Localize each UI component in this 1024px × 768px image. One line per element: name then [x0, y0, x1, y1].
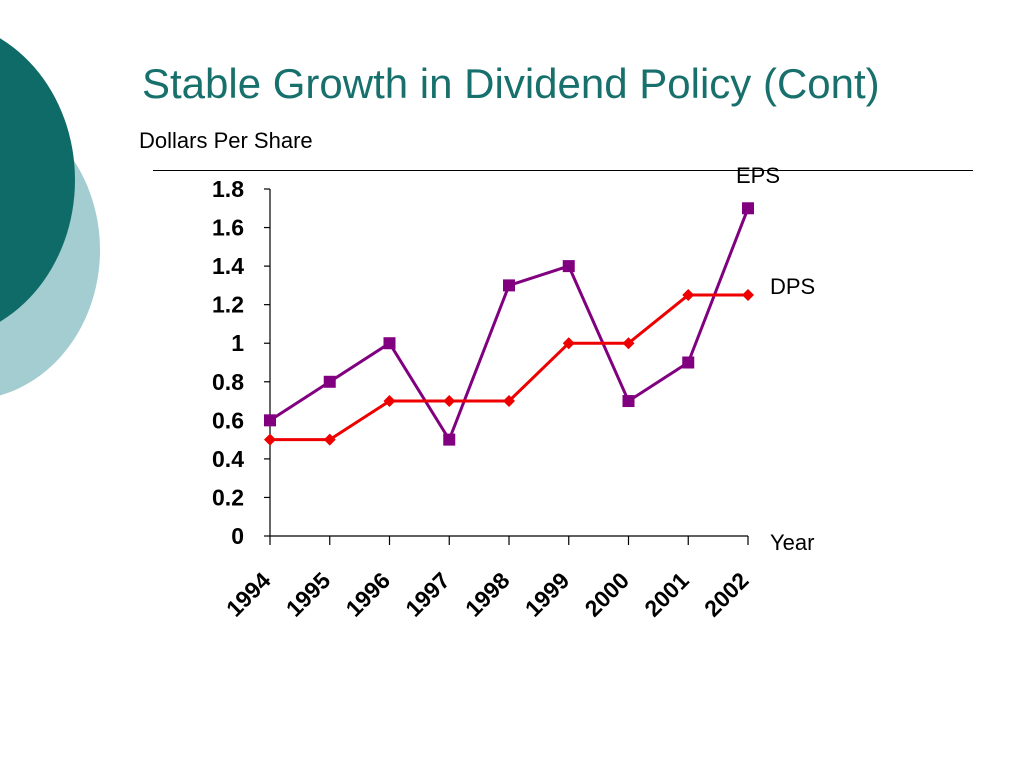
divider-line: [153, 170, 973, 171]
point-dps-1997: [443, 395, 456, 408]
x-tick-label-1997: 1997: [400, 567, 455, 622]
series-label-eps: EPS: [736, 163, 780, 188]
x-tick-label-1999: 1999: [520, 567, 575, 622]
y-tick-label-0: 0: [231, 523, 244, 549]
point-eps-1995: [323, 375, 336, 388]
point-eps-2000: [622, 395, 635, 408]
x-tick-label-2000: 2000: [579, 567, 634, 622]
point-eps-1997: [443, 433, 456, 446]
point-eps-1994: [264, 414, 276, 427]
point-dps-1996: [383, 395, 396, 408]
chart-axes: [264, 188, 749, 545]
y-tick-label-9: 1.8: [212, 176, 244, 202]
series-label-dps: DPS: [770, 274, 815, 299]
x-tick-label-1998: 1998: [460, 567, 515, 622]
y-tick-label-6: 1.2: [212, 292, 244, 318]
y-tick-label-8: 1.6: [212, 215, 244, 241]
point-eps-2001: [682, 356, 695, 369]
series-line-dps: [270, 293, 748, 442]
y-tick-label-4: 0.8: [212, 369, 244, 395]
point-dps-2000: [622, 337, 635, 350]
x-tick-label-2002: 2002: [699, 567, 754, 622]
point-dps-1995: [323, 433, 336, 446]
point-dps-1998: [503, 395, 515, 408]
point-eps-2002: [742, 202, 754, 215]
x-tick-label-1994: 1994: [221, 567, 276, 622]
point-dps-2002: [742, 289, 754, 302]
chart-subtitle: Dollars Per Share: [139, 128, 313, 153]
y-tick-label-3: 0.6: [212, 407, 244, 433]
x-tick-label-1996: 1996: [340, 567, 395, 622]
point-dps-2001: [682, 289, 695, 302]
point-eps-1999: [562, 260, 575, 273]
point-eps-1996: [383, 337, 396, 350]
chart-series: [264, 202, 754, 446]
y-tick-label-5: 1: [231, 330, 244, 356]
slide-title: Stable Growth in Dividend Policy (Cont): [142, 60, 880, 107]
y-tick-label-2: 0.4: [212, 446, 244, 472]
x-axis-title: Year: [770, 530, 814, 555]
point-dps-1994: [264, 433, 276, 446]
y-tick-label-7: 1.4: [212, 253, 244, 279]
x-tick-label-2001: 2001: [639, 567, 694, 622]
point-eps-1998: [503, 279, 515, 292]
y-tick-label-1: 0.2: [212, 484, 244, 510]
point-dps-1999: [562, 337, 575, 350]
x-tick-label-1995: 1995: [281, 567, 336, 622]
